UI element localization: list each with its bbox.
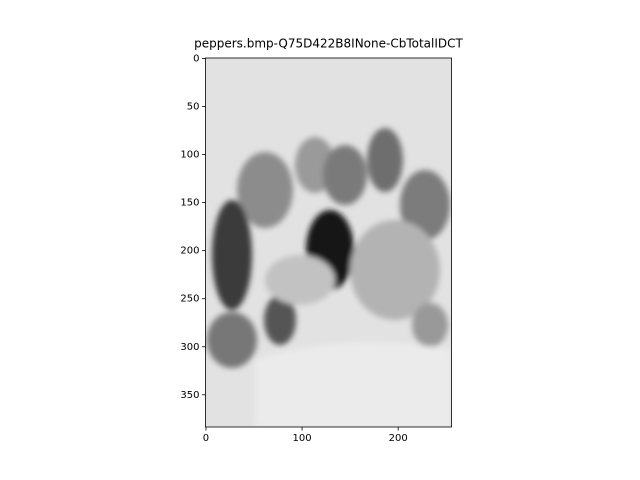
y-tick-label: 200 (180, 246, 199, 257)
y-tick-label: 250 (180, 294, 199, 305)
x-tick-label: 200 (389, 433, 408, 444)
y-tick-label: 50 (187, 102, 200, 113)
x-tick-label: 100 (293, 433, 312, 444)
image-content (207, 128, 451, 427)
image (205, 58, 452, 427)
x-tick-label: 0 (203, 433, 209, 444)
y-tick-label: 300 (180, 342, 199, 353)
chart-title: peppers.bmp-Q75D422B8INone-CbTotalIDCT (194, 37, 463, 51)
axes-frame (205, 57, 452, 428)
y-tick-label: 0 (193, 53, 199, 64)
y-tick-label: 100 (180, 150, 199, 161)
y-tick-label: 350 (180, 390, 199, 401)
y-tick-label: 150 (180, 198, 199, 209)
